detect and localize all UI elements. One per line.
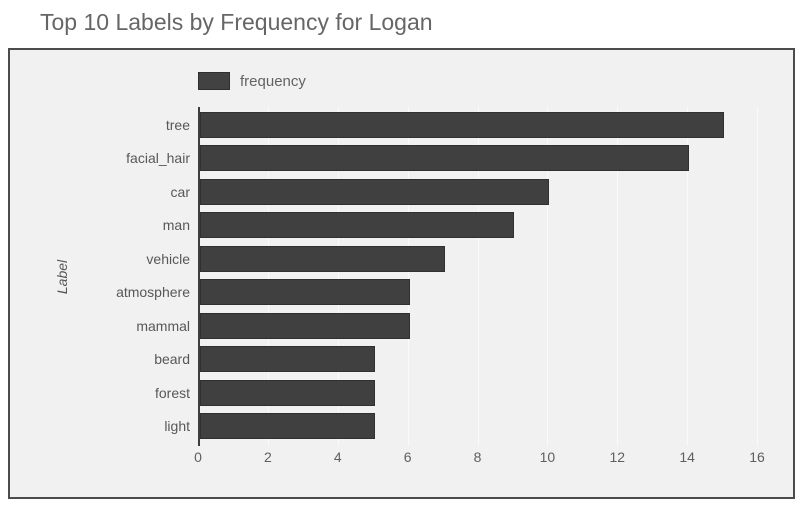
y-tick-label: mammal (136, 317, 190, 334)
gridline (477, 107, 479, 446)
y-tick-label: beard (154, 351, 190, 368)
y-tick-label: forest (154, 384, 190, 401)
y-tick-label: tree (165, 117, 190, 133)
x-tick-label: 0 (194, 449, 202, 465)
bar-car (200, 178, 550, 205)
x-tick-label: 12 (609, 449, 626, 465)
y-tick-label: light (164, 418, 190, 435)
gridline (337, 107, 339, 446)
x-tick-label: 4 (333, 449, 342, 465)
y-tick-label: car (170, 183, 190, 200)
y-axis-spine (198, 107, 200, 446)
bar-light (200, 413, 375, 440)
gridline (407, 107, 409, 446)
y-axis-title: Label (54, 259, 70, 295)
y-tick-label: facial_hair (126, 150, 190, 167)
gridline (617, 107, 619, 446)
x-tick-label: 2 (263, 449, 272, 465)
legend-swatch-icon (198, 72, 230, 90)
x-tick-label: 10 (539, 449, 556, 465)
x-tick-label: 8 (473, 449, 482, 465)
bar-tree (200, 112, 725, 138)
y-tick-label: man (162, 217, 190, 234)
gridline (547, 107, 549, 446)
gridline (687, 107, 689, 446)
legend-label: frequency (240, 72, 306, 90)
x-tick-label: 14 (679, 449, 695, 465)
legend: frequency (198, 72, 306, 90)
chart-title: Top 10 Labels by Frequency for Logan (40, 9, 433, 35)
bar-facial_hair (200, 145, 690, 172)
x-tick-label: 16 (749, 449, 765, 465)
plot-area (198, 107, 791, 446)
y-tick-label: atmosphere (116, 284, 190, 301)
bar-beard (200, 346, 375, 373)
bar-mammal (200, 312, 410, 339)
bar-forest (200, 379, 375, 406)
bar-atmosphere (200, 279, 410, 306)
bar-man (200, 212, 515, 239)
y-tick-label: vehicle (146, 250, 190, 267)
gridline (757, 107, 759, 446)
gridline (267, 107, 269, 446)
bar-vehicle (200, 245, 445, 272)
x-tick-label: 6 (403, 449, 412, 465)
